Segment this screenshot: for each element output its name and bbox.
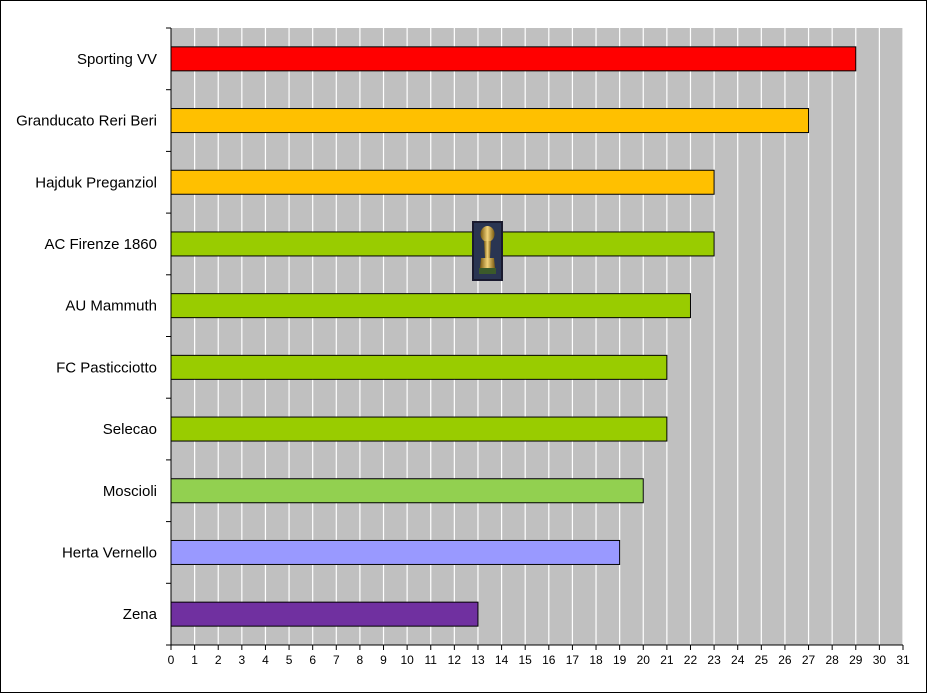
bar (170, 231, 715, 257)
bar (170, 539, 621, 565)
x-tick-label: 19 (613, 653, 627, 667)
x-tick-label: 28 (825, 653, 839, 667)
x-tick-label: 10 (400, 653, 414, 667)
bar (170, 601, 479, 627)
x-tick-label: 31 (896, 653, 910, 667)
x-tick-label: 11 (425, 653, 438, 667)
x-tick-label: 20 (637, 653, 651, 667)
category-label: Moscioli (103, 483, 157, 500)
x-tick-label: 3 (238, 653, 245, 667)
x-tick-label: 6 (309, 653, 316, 667)
bar (170, 354, 668, 380)
x-tick-label: 23 (707, 653, 721, 667)
category-label: Selecao (103, 421, 157, 438)
category-label: Herta Vernello (62, 544, 157, 561)
category-label: AU Mammuth (65, 298, 157, 315)
x-tick-label: 8 (357, 653, 364, 667)
x-tick-label: 18 (589, 653, 603, 667)
x-tick-label: 17 (566, 653, 580, 667)
bar (170, 46, 857, 72)
bar (170, 478, 644, 504)
category-label: Granducato Reri Beri (16, 113, 157, 130)
category-label: FC Pasticciotto (56, 359, 157, 376)
bar (170, 169, 715, 195)
x-tick-label: 4 (262, 653, 269, 667)
x-tick-label: 21 (660, 653, 674, 667)
category-label: AC Firenze 1860 (44, 236, 157, 253)
x-tick-label: 27 (802, 653, 816, 667)
x-tick-label: 24 (731, 653, 745, 667)
x-tick-label: 13 (471, 653, 485, 667)
x-tick-labels: 0 1 2 3 4 5 6 7 8 9 10 11 12 13 14 15 16 17 18 19 20 21 22 23 24… (168, 653, 910, 667)
bar (170, 293, 691, 319)
x-tick-label: 29 (849, 653, 863, 667)
trophy-icon (472, 221, 503, 281)
x-tick-label: 0 (168, 653, 175, 667)
x-tick-label: 12 (448, 653, 462, 667)
x-tick-label: 26 (778, 653, 792, 667)
x-tick-label: 9 (380, 653, 387, 667)
x-tick-label: 15 (519, 653, 533, 667)
x-tick-label: 25 (755, 653, 769, 667)
x-tick-label: 2 (215, 653, 222, 667)
category-labels: Sporting VV Granducato Reri Beri Hajduk Pr… (16, 51, 158, 623)
x-tick-label: 7 (333, 653, 340, 667)
bar (170, 108, 810, 134)
category-label: Zena (123, 606, 158, 623)
category-label: Hajduk Preganziol (35, 174, 157, 191)
x-tick-label: 30 (873, 653, 887, 667)
x-tick-label: 14 (495, 653, 509, 667)
category-label: Sporting VV (77, 51, 157, 68)
bar (170, 416, 668, 442)
x-tick-label: 16 (542, 653, 556, 667)
x-tick-label: 5 (286, 653, 293, 667)
bars (170, 46, 857, 627)
x-tick-label: 22 (684, 653, 698, 667)
x-tick-label: 1 (191, 653, 198, 667)
